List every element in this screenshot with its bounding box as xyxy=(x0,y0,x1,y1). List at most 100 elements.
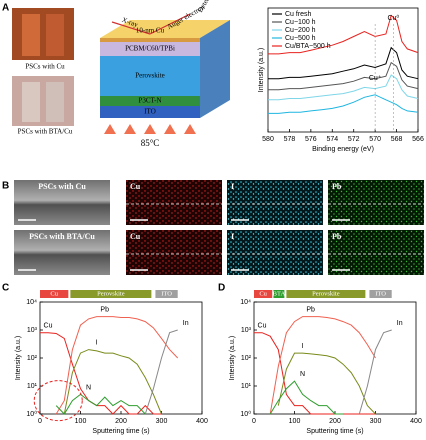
x-tick-label: 400 xyxy=(410,418,422,425)
layer-label: 10-nm Cu xyxy=(136,27,165,35)
panel-b: B PSCs with Cu Cu I Pb PSCs with BTA/Cu Cu I Pb xyxy=(2,180,424,275)
y-axis-label: Intensity (a.u.) xyxy=(229,336,236,380)
map-row-label: PSCs with Cu xyxy=(38,182,86,191)
map-row-label: PSCs with BTA/Cu xyxy=(29,232,95,241)
curve-label: I xyxy=(96,339,98,346)
legend-label: Cu−500 h xyxy=(285,35,316,42)
layer xyxy=(100,56,200,96)
photo-detail xyxy=(22,14,40,56)
y-tick-label: 10² xyxy=(241,355,252,362)
photo-detail xyxy=(22,82,40,122)
layer xyxy=(100,96,200,106)
legend-label: Cu fresh xyxy=(285,11,312,18)
annotation-label: Cu⁰ xyxy=(387,14,399,22)
y-tick-label: 10¹ xyxy=(241,383,252,390)
series-line xyxy=(268,46,419,80)
layer-label: ITO xyxy=(161,290,172,297)
photo xyxy=(12,76,74,126)
annotation-label: Cu⁺ xyxy=(369,75,382,82)
x-axis-label: Sputtering time (s) xyxy=(92,428,149,435)
y-tick-label: 10¹ xyxy=(27,383,38,390)
layer-label: PCBM/C60/TPBi xyxy=(125,45,175,53)
y-tick-label: 10³ xyxy=(27,327,38,334)
x-axis-label: Binding energy (eV) xyxy=(312,146,374,153)
x-axis-label: Sputtering time (s) xyxy=(306,428,363,435)
series-line xyxy=(254,332,376,415)
photo-label: PSCs with BTA/Cu xyxy=(18,128,73,136)
x-tick-label: 578 xyxy=(284,136,296,143)
series-line xyxy=(63,349,162,415)
element-map xyxy=(227,230,323,275)
plot-frame xyxy=(267,7,419,133)
x-tick-label: 572 xyxy=(348,136,360,143)
curve-label: Pb xyxy=(100,306,109,313)
y-axis-label: Intensity (a.u.) xyxy=(15,336,22,380)
curve-label: Cu xyxy=(258,323,267,330)
legend-label: Cu−200 h xyxy=(285,27,316,34)
curve-label: N xyxy=(300,371,305,378)
series-line xyxy=(277,352,376,415)
panel-a: A PSCs with Cu PSCs with BTA/Cu X-ray Au… xyxy=(2,0,230,148)
layer-side xyxy=(200,20,230,118)
series-line xyxy=(268,74,419,101)
x-tick-label: 576 xyxy=(305,136,317,143)
layer-bar xyxy=(40,290,69,298)
map-element-label: Cu xyxy=(130,182,141,191)
layer-label: Cu xyxy=(259,290,267,297)
sem-image xyxy=(14,180,110,225)
layer-label: BTA xyxy=(273,290,286,297)
layer-bar xyxy=(155,290,178,298)
temperature-label: 85°C xyxy=(141,138,160,148)
curve-label: Cu xyxy=(44,323,53,330)
curve-label: In xyxy=(397,320,403,327)
series-line xyxy=(269,316,376,415)
layer-label: Perovskite xyxy=(135,72,165,80)
series-line xyxy=(268,61,419,91)
panel-label: B xyxy=(2,181,9,192)
highlight-ellipse xyxy=(33,380,83,422)
x-tick-label: 300 xyxy=(156,418,168,425)
layer-label: Perovskite xyxy=(97,290,125,297)
device-schematic: X-ray Auger electron Detector 10-nm Cu P… xyxy=(100,0,230,148)
x-tick-label: 300 xyxy=(370,418,382,425)
xray-beam xyxy=(111,21,151,35)
y-tick-label: 10³ xyxy=(241,327,252,334)
legend-label: Cu/BTA−500 h xyxy=(285,43,331,50)
x-tick-label: 100 xyxy=(289,418,301,425)
series-line xyxy=(268,94,419,114)
element-map xyxy=(227,180,323,225)
element-map xyxy=(328,230,424,275)
photo-label: PSCs with Cu xyxy=(25,63,65,71)
photo-detail xyxy=(46,82,64,122)
layer-bar xyxy=(254,290,273,298)
legend-label: Cu−100 h xyxy=(285,19,316,26)
x-tick-label: 574 xyxy=(326,136,338,143)
series-line xyxy=(358,329,392,415)
photo-detail xyxy=(46,14,64,56)
layer-label: Perovskite xyxy=(312,290,340,297)
auger-beam xyxy=(149,13,191,35)
layer-bar xyxy=(369,290,392,298)
element-map xyxy=(328,180,424,225)
x-tick-label: 566 xyxy=(412,136,424,143)
panel-label: C xyxy=(2,283,9,294)
photo xyxy=(12,8,74,60)
y-tick-label: 10⁴ xyxy=(26,299,37,306)
layer xyxy=(100,106,200,118)
layer-label: P3CT-N xyxy=(138,97,161,105)
layer-label: ITO xyxy=(144,108,156,116)
layer-label: Cu xyxy=(50,290,58,297)
x-tick-label: 200 xyxy=(115,418,127,425)
curve-label: Pb xyxy=(306,306,315,313)
series-line xyxy=(268,14,419,55)
curve-label: I xyxy=(302,343,304,350)
layer-bar xyxy=(286,290,366,298)
y-axis-label: Intensity (a.u.) xyxy=(258,48,265,92)
layer-top xyxy=(100,20,230,38)
layer xyxy=(100,38,200,42)
x-tick-label: 100 xyxy=(75,418,87,425)
map-element-label: I xyxy=(231,182,234,191)
y-tick-label: 10² xyxy=(27,355,38,362)
map-element-label: Cu xyxy=(130,232,141,241)
